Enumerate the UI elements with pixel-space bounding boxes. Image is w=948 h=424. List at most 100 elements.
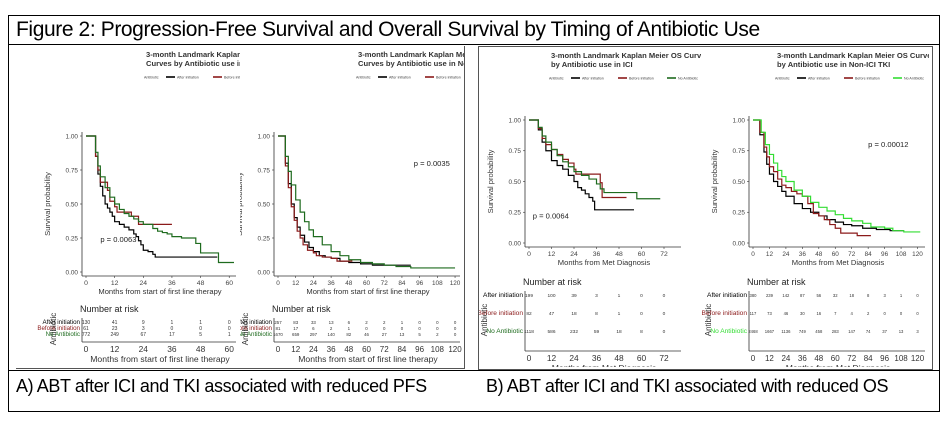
km-curve-no-antibiotic: [529, 119, 661, 200]
legend-entry: No Antibiotic: [904, 77, 924, 81]
risk-count: 1: [199, 320, 202, 326]
y-tick-label: 0.75: [509, 148, 522, 155]
risk-table-ylabel: Antibiotic: [241, 313, 250, 345]
risk-count: 13: [899, 329, 904, 334]
risk-count: 3: [916, 329, 919, 334]
risk-x-tick-label: 12: [765, 354, 774, 363]
risk-count: 0: [228, 320, 231, 326]
y-tick-label: 1.00: [733, 117, 746, 124]
risk-count: 0: [418, 326, 421, 331]
panel-b: 3-month Landmark Kaplan Meier OS Curves b…: [478, 46, 933, 370]
risk-count: 0: [171, 326, 174, 332]
p-value-label: p = 0.0035: [414, 159, 450, 168]
risk-count: 2: [365, 320, 368, 325]
risk-row-label: Before initiation: [479, 310, 523, 317]
risk-count: 8: [595, 311, 598, 317]
x-tick-label: 12: [111, 280, 119, 287]
km-curve-after-initiation: [753, 119, 904, 232]
risk-x-tick-label: 48: [814, 354, 823, 363]
x-tick-label: 60: [363, 280, 371, 287]
x-tick-label: 72: [381, 280, 389, 287]
x-tick-label: 0: [84, 280, 88, 287]
risk-count: 8: [640, 329, 643, 335]
risk-row-label: Before initiation: [702, 310, 748, 317]
risk-row-label: After initiation: [240, 319, 273, 326]
chart-title-line: by Antibiotic use in ICI: [551, 60, 633, 69]
risk-row-label: After initiation: [483, 292, 523, 299]
legend-entry: Before initiation: [436, 76, 461, 80]
risk-count: 7: [834, 311, 837, 316]
risk-x-tick-label: 24: [781, 354, 790, 363]
x-tick-label: 48: [615, 251, 623, 258]
risk-x-tick-label: 0: [751, 354, 756, 363]
risk-count: 0: [228, 326, 231, 332]
risk-x-tick-label: 60: [831, 354, 840, 363]
risk-count: 32: [833, 293, 838, 298]
risk-count: 1: [348, 326, 351, 331]
risk-count: 117: [750, 311, 757, 316]
risk-x-tick-label: 120: [448, 345, 462, 354]
pfs-ici-chart: 3-month Landmark Kaplan Meier PFSCurves …: [37, 50, 240, 364]
os-tki-chart: 3-month Landmark Kaplan Meier OS Curvesb…: [702, 51, 929, 367]
legend-title: Antibiotic: [775, 77, 790, 81]
caption-a: A) ABT after ICI and TKI associated with…: [16, 376, 427, 396]
risk-count: 232: [570, 329, 578, 335]
y-axis-label: Survival probability: [43, 172, 52, 236]
km-curve-no-antibiotic: [86, 135, 234, 264]
x-tick-label: 120: [450, 280, 461, 287]
risk-count: 142: [782, 293, 790, 298]
risk-count: 2: [436, 332, 439, 337]
x-tick-label: 96: [416, 280, 424, 287]
risk-count: 6: [348, 320, 351, 325]
chart-title-line: by Antibiotic use in Non-ICI TKI: [777, 60, 890, 69]
risk-count: 297: [310, 332, 318, 337]
risk-x-axis-label: Months from Met Diagnosis: [552, 363, 657, 367]
risk-table-title: Number at risk: [523, 277, 582, 287]
km-curve-after-initiation: [278, 135, 411, 266]
risk-count: 74: [866, 329, 871, 334]
risk-count: 1: [228, 332, 231, 338]
y-tick-label: 0.75: [258, 167, 271, 174]
x-tick-label: 96: [881, 251, 889, 258]
title-divider: [8, 44, 940, 45]
risk-count: 56: [816, 293, 821, 298]
figure-frame: [8, 15, 940, 412]
legend-entry: Before initiation: [224, 76, 240, 80]
risk-count: 0: [454, 320, 457, 325]
risk-count: 3: [883, 293, 886, 298]
y-axis-label: Survival probability: [486, 149, 495, 213]
y-tick-label: 0.50: [733, 179, 746, 186]
risk-count: 18: [571, 311, 577, 317]
risk-count: 586: [547, 329, 555, 335]
chart-title-line: 3-month Landmark Kaplan Meier OS Curves: [777, 51, 929, 60]
risk-count: 1670: [273, 332, 283, 337]
risk-count: 8: [867, 293, 870, 298]
y-tick-label: 0.75: [733, 148, 746, 155]
y-tick-label: 0.00: [258, 269, 271, 276]
risk-count: 0: [454, 326, 457, 331]
risk-x-tick-label: 0: [527, 353, 532, 363]
y-tick-label: 0.25: [258, 235, 271, 242]
figure-title: Figure 2: Progression-Free Survival and …: [16, 18, 760, 41]
x-tick-label: 60: [225, 280, 233, 287]
risk-count: 0: [663, 311, 666, 317]
risk-row-label: Before initiation: [240, 325, 273, 332]
risk-count: 283: [832, 329, 840, 334]
risk-count: 659: [292, 332, 300, 337]
risk-count: 23: [112, 326, 118, 332]
x-tick-label: 48: [345, 280, 353, 287]
risk-count: 0: [916, 311, 919, 316]
risk-x-tick-label: 60: [637, 353, 647, 363]
risk-count: 0: [436, 326, 439, 331]
y-tick-label: 0.50: [509, 179, 522, 186]
risk-count: 249: [110, 332, 119, 338]
x-tick-label: 0: [276, 280, 280, 287]
risk-count: 9: [142, 320, 145, 326]
legend-entry: After initiation: [582, 77, 604, 81]
risk-count: 0: [663, 329, 666, 335]
risk-count: 0: [401, 326, 404, 331]
km-curve-before-initiation: [278, 135, 353, 262]
risk-x-tick-label: 0: [276, 345, 281, 354]
risk-x-tick-label: 36: [167, 344, 177, 354]
risk-x-tick-label: 60: [362, 345, 371, 354]
